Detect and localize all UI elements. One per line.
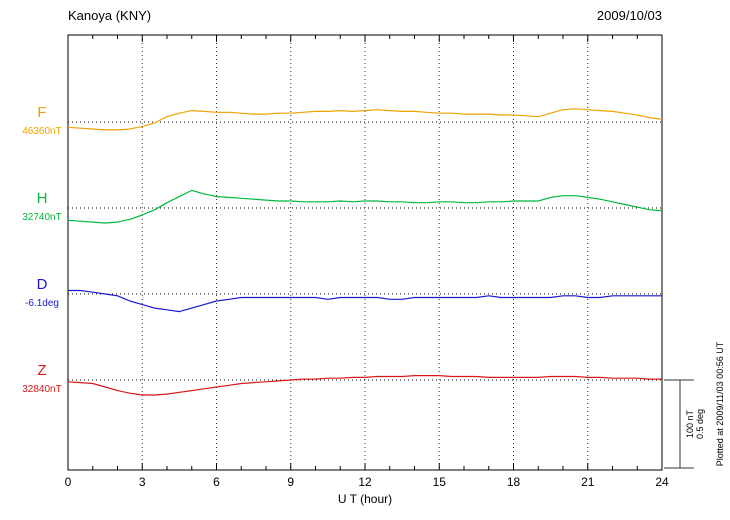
scalebar-deg-label: 0.5 deg bbox=[695, 408, 705, 440]
component-label-Z: Z bbox=[37, 362, 47, 379]
x-tick-label: 18 bbox=[507, 475, 521, 489]
x-tick-label: 6 bbox=[213, 475, 220, 489]
plot-border bbox=[67, 34, 663, 471]
date-label: 2009/10/03 bbox=[596, 8, 662, 23]
component-baseline-value-F: 46360nT bbox=[22, 126, 62, 137]
scalebar-amp-label: 100 nT bbox=[685, 409, 695, 439]
trace-H bbox=[67, 189, 663, 224]
scalebar-label: 100 nT 0.5 deg bbox=[685, 380, 705, 468]
component-baseline-value-H: 32740nT bbox=[22, 212, 62, 223]
component-label-F: F bbox=[37, 104, 47, 121]
x-tick-label: 15 bbox=[433, 475, 447, 489]
x-axis-title: U T (hour) bbox=[337, 492, 393, 506]
x-tick-label: 0 bbox=[65, 475, 72, 489]
trace-Z bbox=[67, 375, 662, 396]
trace-F bbox=[67, 108, 663, 131]
component-label-H: H bbox=[36, 190, 48, 207]
x-tick-label: 12 bbox=[358, 475, 372, 489]
component-baseline-value-D: -6.1deg bbox=[25, 298, 59, 309]
component-baseline-value-Z: 32840nT bbox=[22, 384, 62, 395]
x-tick-label: 21 bbox=[581, 475, 595, 489]
plotted-at-label: Plotted at 2009/11/03 00:56 UT bbox=[715, 341, 725, 467]
x-tick-label: 9 bbox=[287, 475, 294, 489]
x-tick-label: 3 bbox=[139, 475, 146, 489]
station-title: Kanoya (KNY) bbox=[68, 8, 152, 23]
component-label-D: D bbox=[36, 276, 48, 293]
trace-D bbox=[68, 289, 662, 313]
x-tick-label: 24 bbox=[655, 475, 669, 489]
